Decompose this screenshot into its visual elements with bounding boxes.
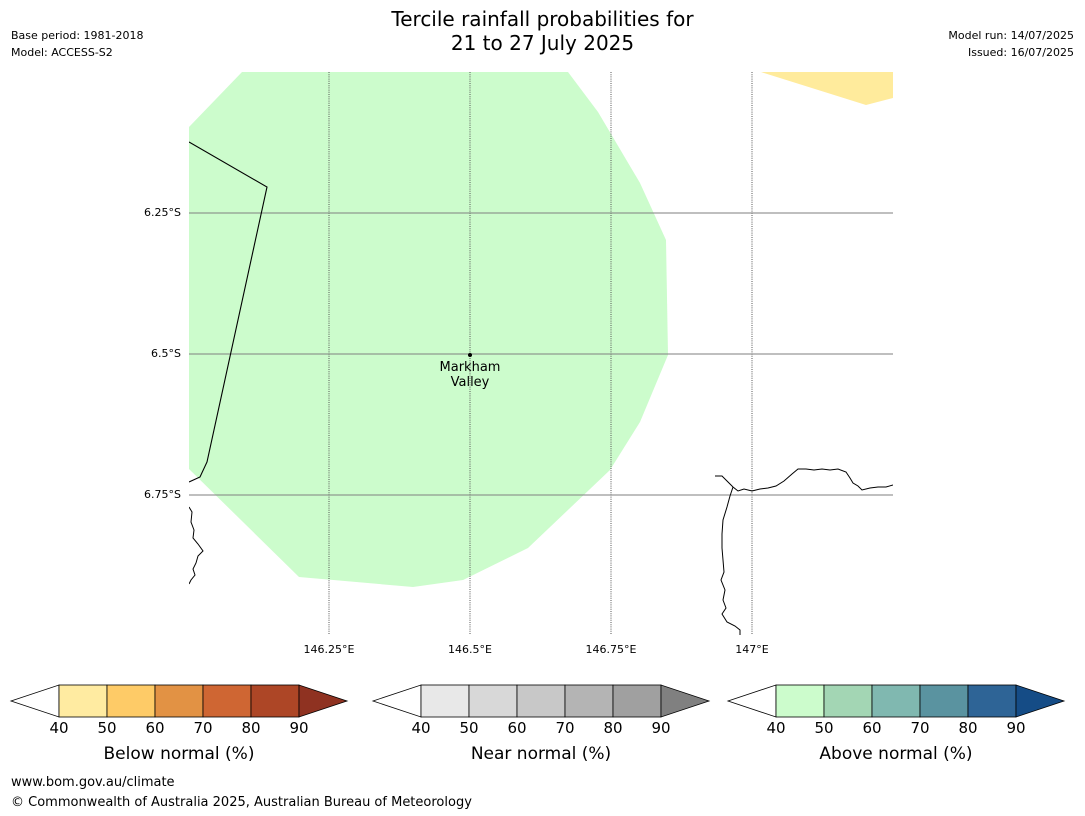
colorbar-above-segment bbox=[823, 684, 873, 718]
colorbar-above-under-extension bbox=[726, 684, 777, 718]
colorbar-above-tick: 60 bbox=[862, 719, 882, 737]
place-label-line-2: Valley bbox=[450, 375, 490, 390]
title-line-1: Tercile rainfall probabilities for bbox=[391, 7, 694, 31]
colorbar-near-segment bbox=[516, 684, 566, 718]
colorbar-above-tick: 70 bbox=[910, 719, 930, 737]
colorbar-above-title: Above normal (%) bbox=[819, 744, 973, 764]
title-line-2: 21 to 27 July 2025 bbox=[450, 31, 635, 55]
coastline-huon-gulf bbox=[715, 468, 893, 492]
lat-label-3: 6.75°S bbox=[144, 488, 181, 501]
footer-copyright: © Commonwealth of Australia 2025, Austra… bbox=[11, 795, 472, 810]
colorbars bbox=[9, 684, 1066, 718]
footer-url[interactable]: www.bom.gov.au/climate bbox=[11, 775, 175, 790]
colorbar-below-tick: 90 bbox=[289, 719, 309, 737]
colorbar-above-segment bbox=[919, 684, 969, 718]
colorbar-below-segment bbox=[106, 684, 156, 718]
base-period: Base period: 1981-2018 bbox=[11, 29, 144, 42]
colorbar-near-title: Near normal (%) bbox=[470, 744, 612, 764]
below-normal-region bbox=[761, 72, 893, 105]
lon-label-4: 147°E bbox=[735, 643, 769, 656]
colorbar-near-segment bbox=[468, 684, 518, 718]
colorbar-below-under-extension bbox=[9, 684, 60, 718]
model-name: Model: ACCESS-S2 bbox=[11, 46, 113, 59]
province-boundary bbox=[189, 141, 268, 483]
colorbar-near-tick: 50 bbox=[459, 719, 479, 737]
latitude-gridlines bbox=[189, 212, 893, 496]
lon-label-2: 146.5°E bbox=[448, 643, 492, 656]
colorbar-below-segment bbox=[202, 684, 252, 718]
colorbar-above-over-extension bbox=[1015, 684, 1066, 718]
colorbar-below-over-extension bbox=[298, 684, 349, 718]
colorbar-below-tick: 50 bbox=[97, 719, 117, 737]
colorbar-above-tick: 80 bbox=[958, 719, 978, 737]
colorbar-near-tick: 80 bbox=[603, 719, 623, 737]
map-panel[interactable] bbox=[0, 0, 1085, 680]
map-title: Tercile rainfall probabilities for 21 to… bbox=[0, 7, 1085, 55]
place-label-markham-valley: Markham Valley bbox=[420, 360, 520, 390]
colorbar-near-under-extension bbox=[371, 684, 422, 718]
colorbar-above-tick: 50 bbox=[814, 719, 834, 737]
colorbar-near-segment bbox=[612, 684, 662, 718]
colorbar-above-segment bbox=[775, 684, 825, 718]
model-run: Model run: 14/07/2025 bbox=[948, 29, 1074, 42]
colorbar-near-tick: 90 bbox=[651, 719, 671, 737]
meta-left: Base period: 1981-2018 Model: ACCESS-S2 bbox=[11, 27, 143, 61]
lat-label-1: 6.25°S bbox=[144, 206, 181, 219]
lat-label-2: 6.5°S bbox=[151, 347, 181, 360]
colorbar-below-segment bbox=[58, 684, 108, 718]
colorbar-near-segment bbox=[564, 684, 614, 718]
colorbar-below-tick: 60 bbox=[145, 719, 165, 737]
meta-right: Model run: 14/07/2025 Issued: 16/07/2025 bbox=[948, 27, 1074, 61]
colorbar-above-tick: 90 bbox=[1006, 719, 1026, 737]
lon-label-1: 146.25°E bbox=[303, 643, 355, 656]
coastline-west bbox=[189, 506, 204, 585]
colorbar-below-title: Below normal (%) bbox=[103, 744, 255, 764]
place-label-line-1: Markham bbox=[439, 360, 501, 375]
colorbar-below-tick: 40 bbox=[49, 719, 69, 737]
colorbar-near-tick: 60 bbox=[507, 719, 527, 737]
colorbar-above-segment bbox=[967, 684, 1017, 718]
colorbar-near-tick: 40 bbox=[411, 719, 431, 737]
colorbar-below-tick: 70 bbox=[193, 719, 213, 737]
markham-valley-marker[interactable] bbox=[468, 353, 472, 357]
lon-label-3: 146.75°E bbox=[585, 643, 637, 656]
colorbar-above-tick: 40 bbox=[766, 719, 786, 737]
coastline-east bbox=[720, 486, 741, 635]
above-normal-region bbox=[189, 72, 668, 587]
colorbar-below-segment bbox=[250, 684, 300, 718]
colorbar-near-tick: 70 bbox=[555, 719, 575, 737]
colorbar-near-segment bbox=[420, 684, 470, 718]
colorbar-below-segment bbox=[154, 684, 204, 718]
colorbar-near-over-extension bbox=[660, 684, 711, 718]
colorbar-below-tick: 80 bbox=[241, 719, 261, 737]
longitude-gridlines bbox=[328, 72, 753, 635]
issued-date: Issued: 16/07/2025 bbox=[967, 46, 1074, 59]
colorbar-above-segment bbox=[871, 684, 921, 718]
